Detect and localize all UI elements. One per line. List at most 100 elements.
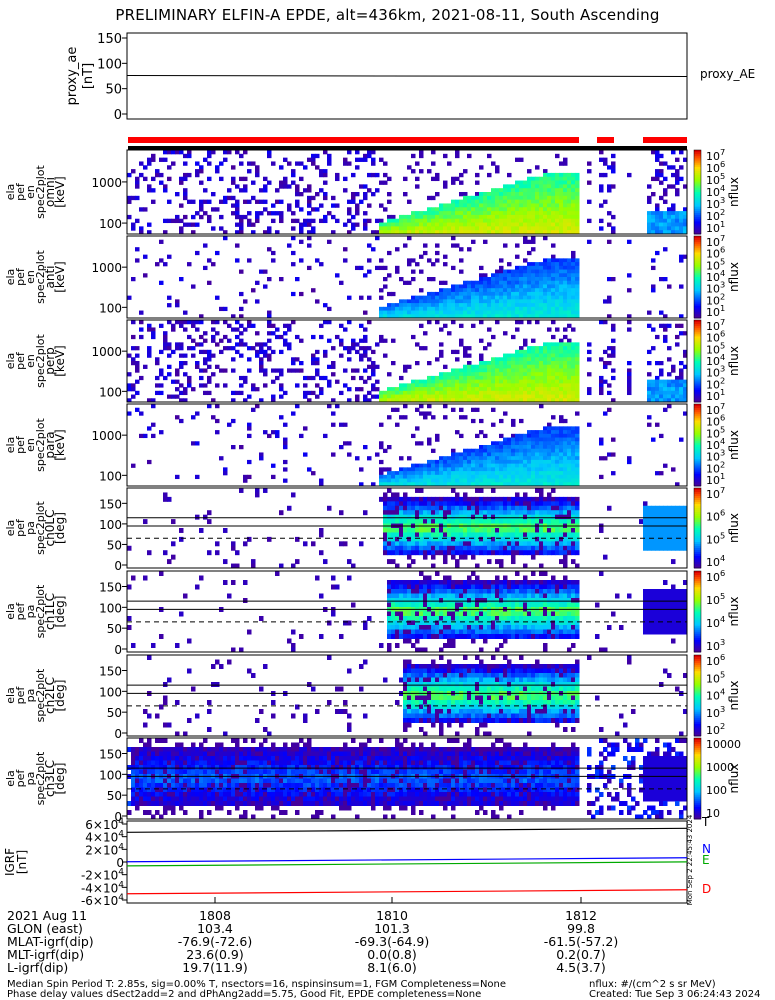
colorbar-8-cell xyxy=(694,784,701,788)
colorbar-8-cell xyxy=(694,760,701,763)
colorbar-1-cell xyxy=(694,189,701,193)
footer-right-1: nflux: #/(cm^2 s sr MeV) xyxy=(589,979,716,990)
colorbar-3-cell xyxy=(694,354,701,358)
colorbar-8-cell xyxy=(694,796,701,800)
colorbar-6-cell xyxy=(694,623,701,627)
colorbar-6-cell xyxy=(694,635,701,639)
info-row-label: MLT-igrf(dip) xyxy=(7,947,85,962)
proxy-ae-ytick-label: 0 xyxy=(114,108,122,123)
colorbar-6-cell xyxy=(694,587,701,590)
colorbar-8-cell xyxy=(694,776,701,779)
colorbar-4-cell xyxy=(694,422,701,425)
footer-left-1: Median Spin Period T: 2.85s, sig=0.00% T… xyxy=(7,979,507,990)
colorbar-2-cell xyxy=(694,293,701,296)
spectrogram-frame-3 xyxy=(126,319,688,403)
colorbar-5-cell xyxy=(694,516,701,519)
pitch-panel-8 xyxy=(127,738,688,820)
colorbar-1-cell xyxy=(694,158,701,161)
colorbar-2-cell xyxy=(694,295,701,298)
colorbar-5-cell xyxy=(694,530,701,533)
colorbar-7-tick: 104 xyxy=(706,687,725,703)
colorbar-6-cell xyxy=(694,629,701,633)
colorbar-4-cell xyxy=(694,473,701,477)
colorbar-5-cell xyxy=(694,508,701,511)
colorbar-5-cell xyxy=(694,564,701,567)
colorbar-8-cell xyxy=(694,738,701,741)
pitch-ylabel: pa xyxy=(24,605,37,619)
colorbar-4-cell xyxy=(694,428,701,432)
colorbar-6-cell xyxy=(694,597,701,600)
colorbar-3-cell xyxy=(694,342,701,346)
colorbar-1-cell xyxy=(694,152,701,155)
footer-right-2: Created: Tue Sep 3 06:24:43 2024 xyxy=(589,989,761,1000)
spectrogram-ylabel: [keV] xyxy=(53,261,67,292)
spectrogram-frame-2 xyxy=(126,235,688,319)
colorbar-8-cell xyxy=(694,780,701,784)
spectrogram-ylabel: spec2plot xyxy=(34,250,47,304)
colorbar-6-cell xyxy=(694,609,701,612)
colorbar-3-cell xyxy=(694,383,701,387)
colorbar-8-cell xyxy=(694,778,701,782)
colorbar-5-cell xyxy=(694,492,701,495)
colorbar-8-cell xyxy=(694,770,701,773)
colorbar-3-cell xyxy=(694,389,701,393)
colorbar-7-cell xyxy=(694,715,701,719)
colorbar-7-cell xyxy=(694,657,701,660)
colorbar-4-cell xyxy=(694,426,701,430)
pitch-ytick-label: 50 xyxy=(107,538,122,552)
colorbar-3-cell xyxy=(694,393,701,397)
colorbar-6-cell xyxy=(694,591,701,594)
colorbar-2-cell xyxy=(694,303,701,307)
colorbar-5-cell xyxy=(694,552,701,555)
colorbar-1-cell xyxy=(694,219,701,222)
spectrogram-ytick-label: 1000 xyxy=(91,345,122,359)
colorbar-2-tick: 102 xyxy=(706,291,725,307)
colorbar-8-cell xyxy=(694,782,701,786)
colorbar-8-cell xyxy=(694,794,701,798)
colorbar-7-cell xyxy=(694,683,701,686)
colorbar-5-cell xyxy=(694,522,701,525)
colorbar-1-cell xyxy=(694,210,701,214)
colorbar-5-cell xyxy=(694,520,701,523)
colorbar-8-cell xyxy=(694,764,701,767)
colorbar-7-cell xyxy=(694,673,701,676)
colorbar-2-cell xyxy=(694,250,701,253)
colorbar-3-cell xyxy=(694,369,701,372)
colorbar-3-cell xyxy=(694,344,701,348)
colorbar-7-cell xyxy=(694,675,701,678)
colorbar-2-tick: 107 xyxy=(706,233,725,249)
colorbar-4-cell xyxy=(694,451,701,454)
colorbar-8-cell xyxy=(694,766,701,769)
pitch-ytick-label: 0 xyxy=(114,643,122,657)
colorbar-8-cell xyxy=(694,746,701,749)
colorbar-2-cell xyxy=(694,281,701,284)
colorbar-3-cell xyxy=(694,348,701,352)
pitch-ylabel: ela xyxy=(4,770,17,787)
info-row-value: 23.6(0.9) xyxy=(186,947,244,962)
igrf-ylabel-unit: [nT] xyxy=(15,850,29,874)
colorbar-3-cell xyxy=(694,367,701,370)
colorbar-3-cell xyxy=(694,326,701,329)
colorbar-7-cell xyxy=(694,671,701,674)
colorbar-8-cell xyxy=(694,758,701,761)
colorbar-4-cell xyxy=(694,455,701,458)
status-bar-black xyxy=(128,146,687,150)
spectrogram-ylabel: omni xyxy=(43,177,57,207)
colorbar-2-cell xyxy=(694,266,701,270)
colorbar-1-cell xyxy=(694,225,701,229)
colorbar-1-cell xyxy=(694,217,701,220)
spectrogram-ylabel: ela xyxy=(4,269,17,286)
colorbar-7-cell xyxy=(694,719,701,723)
colorbar-5-frame xyxy=(693,487,702,569)
colorbar-6-cell xyxy=(694,579,701,582)
pitch-ylabel: pef xyxy=(14,686,27,705)
colorbar-7-cell xyxy=(694,729,701,733)
colorbar-2-cell xyxy=(694,272,701,276)
igrf-line-T xyxy=(126,827,688,833)
colorbar-3-cell xyxy=(694,350,701,354)
colorbar-6-cell xyxy=(694,631,701,635)
colorbar-4-cell xyxy=(694,457,701,460)
colorbar-1-cell xyxy=(694,160,701,164)
colorbar-5-cell xyxy=(694,504,701,507)
pitch-panel-5 xyxy=(127,488,688,569)
